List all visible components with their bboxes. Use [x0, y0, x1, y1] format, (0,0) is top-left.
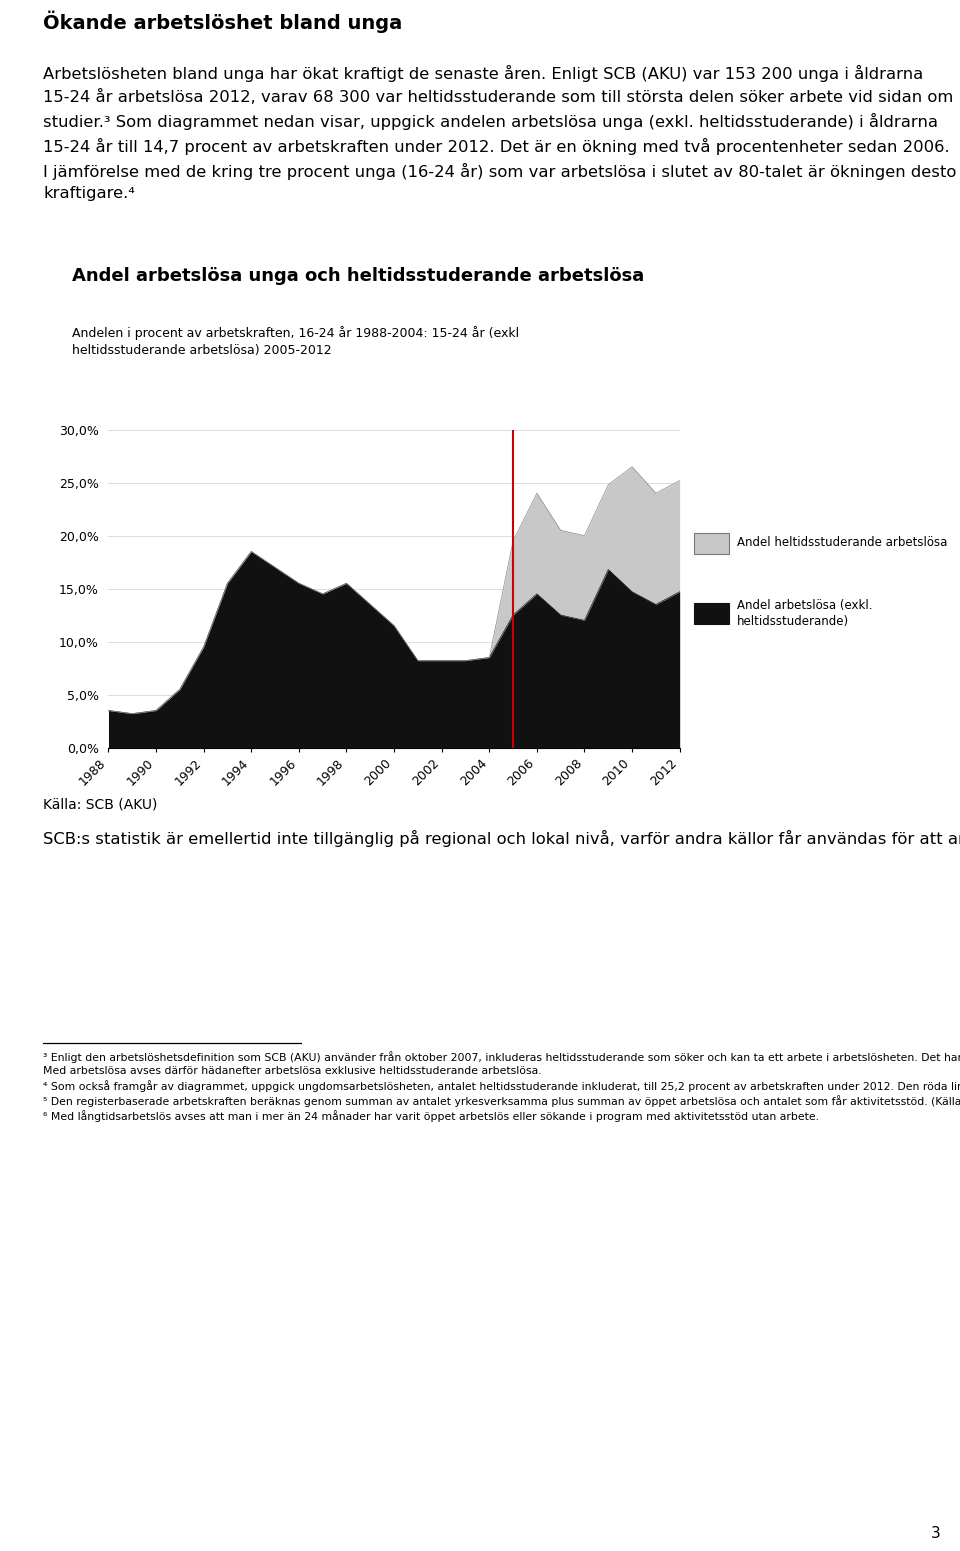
Text: SCB:s statistik är emellertid inte tillgänglig på regional och lokal nivå, varfö: SCB:s statistik är emellertid inte tillg… — [43, 830, 960, 847]
Text: ³ Enligt den arbetslöshetsdefinition som SCB (AKU) använder från oktober 2007, i: ³ Enligt den arbetslöshetsdefinition som… — [43, 1052, 960, 1123]
Bar — [694, 534, 729, 554]
Text: 3: 3 — [931, 1526, 941, 1542]
Text: Andel arbetslösa (exkl.
heltidsstuderande): Andel arbetslösa (exkl. heltidsstuderand… — [737, 599, 873, 628]
Text: Andel heltidsstuderande arbetslösa: Andel heltidsstuderande arbetslösa — [737, 535, 948, 549]
Text: Källa: SCB (AKU): Källa: SCB (AKU) — [43, 797, 157, 813]
Bar — [694, 603, 729, 625]
Text: Andelen i procent av arbetskraften, 16-24 år 1988-2004: 15-24 år (exkl
heltidsst: Andelen i procent av arbetskraften, 16-2… — [72, 326, 519, 357]
Text: Arbetslösheten bland unga har ökat kraftigt de senaste åren. Enligt SCB (AKU) va: Arbetslösheten bland unga har ökat kraft… — [43, 65, 956, 202]
Text: Ökande arbetslöshet bland unga: Ökande arbetslöshet bland unga — [43, 11, 402, 33]
Text: Andel arbetslösa unga och heltidsstuderande arbetslösa: Andel arbetslösa unga och heltidsstudera… — [72, 267, 644, 285]
